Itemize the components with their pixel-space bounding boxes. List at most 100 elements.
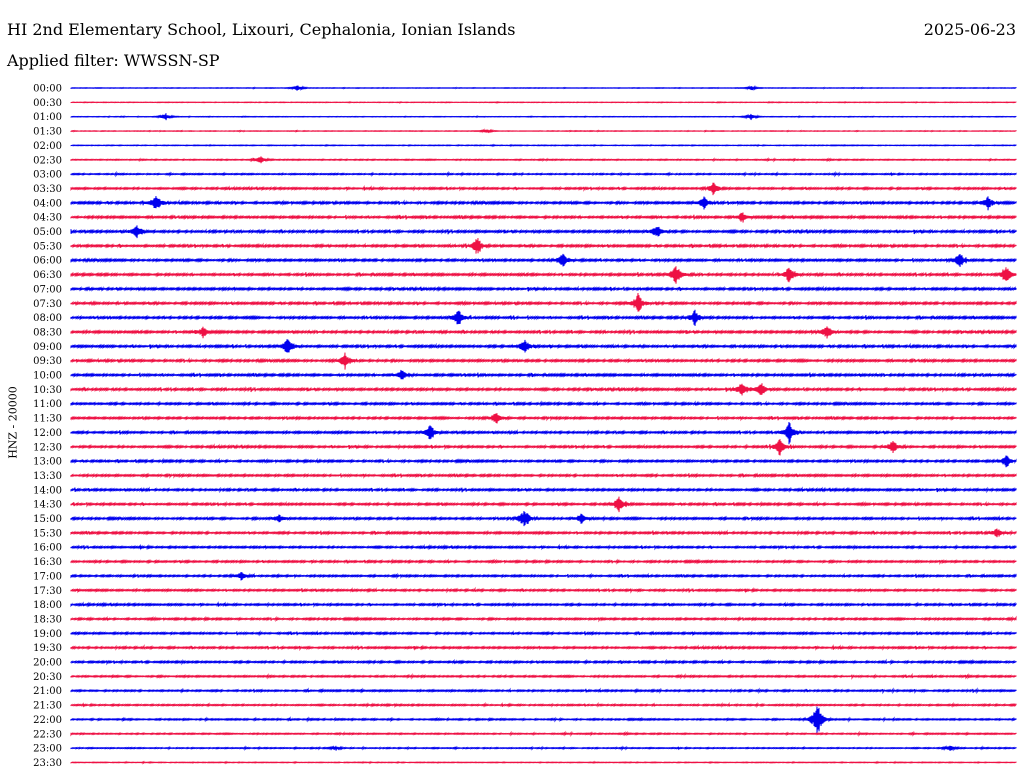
time-tick-label: 12:00	[33, 428, 62, 439]
time-tick-label: 23:30	[33, 758, 62, 769]
trace-line-0130	[70, 128, 1017, 134]
time-tick-label: 16:30	[33, 557, 62, 568]
trace-line-1400	[70, 486, 1017, 494]
trace-line-1430	[70, 496, 1017, 513]
trace-line-0030	[70, 100, 1017, 104]
trace-line-0630	[70, 266, 1017, 284]
time-tick-label: 07:00	[33, 284, 62, 295]
time-tick-label: 16:00	[33, 543, 62, 554]
time-tick-label: 23:00	[33, 744, 62, 755]
time-tick-label: 20:00	[33, 658, 62, 669]
trace-line-0400	[70, 196, 1017, 211]
time-tick-label: 00:30	[33, 98, 62, 109]
trace-line-0900	[70, 339, 1017, 353]
time-tick-label: 18:00	[33, 600, 62, 611]
time-tick-label: 02:30	[33, 155, 62, 166]
time-tick-label: 11:30	[33, 414, 62, 425]
trace-line-2030	[70, 672, 1017, 680]
time-tick-label: 09:30	[33, 356, 62, 367]
trace-line-1930	[70, 644, 1017, 652]
trace-line-1300	[70, 455, 1017, 468]
time-tick-label: 08:00	[33, 313, 62, 324]
trace-line-0700	[70, 285, 1017, 293]
time-tick-label: 09:00	[33, 342, 62, 353]
time-tick-label: 01:30	[33, 127, 62, 138]
trace-line-0300	[70, 170, 1017, 178]
time-tick-label: 07:30	[33, 299, 62, 310]
time-tick-label: 15:00	[33, 514, 62, 525]
time-tick-label: 17:00	[33, 571, 62, 582]
trace-line-2230	[70, 730, 1017, 738]
time-tick-label: 00:00	[33, 84, 62, 95]
time-tick-label: 04:00	[33, 198, 62, 209]
trace-line-0800	[70, 309, 1017, 326]
time-tick-label: 06:00	[33, 256, 62, 267]
time-tick-label: 18:30	[33, 614, 62, 625]
trace-line-1330	[70, 472, 1017, 479]
trace-line-1900	[70, 630, 1017, 637]
time-tick-label: 14:30	[33, 500, 62, 511]
trace-line-1100	[70, 400, 1017, 407]
time-tick-label: 10:00	[33, 371, 62, 382]
time-tick-label: 15:30	[33, 528, 62, 539]
trace-line-1200	[70, 421, 1017, 445]
time-tick-label: 13:00	[33, 457, 62, 468]
trace-line-0100	[70, 113, 1017, 121]
time-tick-label: 20:30	[33, 672, 62, 683]
time-tick-label: 12:30	[33, 442, 62, 453]
time-tick-label: 14:00	[33, 485, 62, 496]
time-tick-label: 22:00	[33, 715, 62, 726]
trace-line-1700	[70, 572, 1017, 581]
trace-line-0430	[70, 212, 1017, 223]
trace-line-2130	[70, 701, 1017, 709]
time-tick-label: 13:30	[33, 471, 62, 482]
trace-line-2300	[70, 745, 1017, 752]
trace-line-1630	[70, 558, 1017, 566]
station-title: HI 2nd Elementary School, Lixouri, Cepha…	[7, 20, 516, 39]
trace-line-0330	[70, 182, 1017, 196]
trace-line-1530	[70, 528, 1017, 538]
time-tick-label: 01:00	[33, 112, 62, 123]
trace-line-2200	[70, 706, 1017, 735]
time-tick-label: 04:30	[33, 213, 62, 224]
time-tick-label: 22:30	[33, 729, 62, 740]
trace-line-1130	[70, 413, 1017, 424]
trace-line-1830	[70, 615, 1017, 623]
trace-line-2100	[70, 687, 1017, 695]
trace-line-0830	[70, 326, 1017, 339]
trace-line-1230	[70, 439, 1017, 456]
applied-filter: Applied filter: WWSSN-SP	[7, 51, 220, 70]
time-tick-label: 11:00	[33, 399, 62, 410]
trace-line-2330	[70, 760, 1017, 765]
time-tick-label: 03:30	[33, 184, 62, 195]
trace-line-0530	[70, 238, 1017, 254]
time-tick-label: 06:30	[33, 270, 62, 281]
time-tick-label: 02:00	[33, 141, 62, 152]
trace-line-1730	[70, 586, 1017, 594]
time-tick-label: 19:00	[33, 629, 62, 640]
trace-line-1800	[70, 601, 1017, 609]
time-tick-label: 10:30	[33, 385, 62, 396]
trace-line-0730	[70, 292, 1017, 312]
trace-line-0930	[70, 352, 1017, 370]
time-tick-label: 03:00	[33, 170, 62, 181]
trace-line-0500	[70, 225, 1017, 239]
time-tick-label: 08:30	[33, 327, 62, 338]
trace-line-1030	[70, 383, 1017, 396]
trace-line-1000	[70, 369, 1017, 380]
trace-line-0230	[70, 156, 1017, 164]
trace-line-0200	[70, 143, 1017, 148]
time-tick-label: 17:30	[33, 586, 62, 597]
time-tick-label: 21:00	[33, 686, 62, 697]
record-date: 2025-06-23	[923, 20, 1016, 39]
trace-line-1600	[70, 543, 1017, 551]
trace-line-0000	[70, 85, 1017, 92]
trace-line-1500	[70, 511, 1017, 527]
trace-line-2000	[70, 658, 1017, 666]
time-tick-label: 19:30	[33, 643, 62, 654]
time-tick-label: 21:30	[33, 701, 62, 712]
trace-line-0600	[70, 253, 1017, 267]
time-tick-label: 05:00	[33, 227, 62, 238]
time-tick-label: 05:30	[33, 241, 62, 252]
